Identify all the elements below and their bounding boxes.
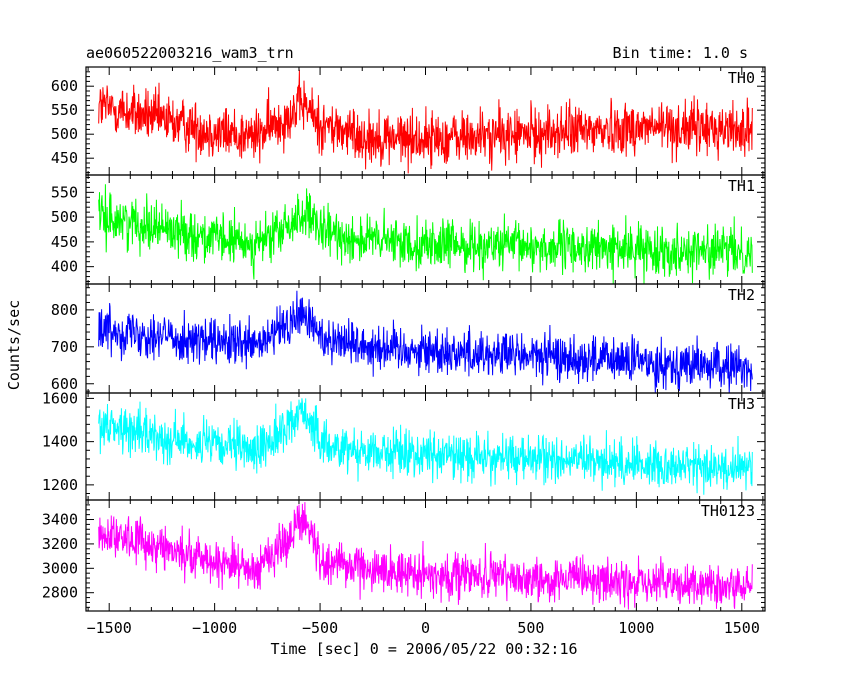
series-line-th2 [98,290,753,393]
x-tick-label: 0 [421,619,430,637]
panel-th0123: 2800 3000 3200 3400 TH0123 [42,499,766,612]
y-tick-label: 550 [51,101,78,119]
panel-th1: 400 450 500 550 TH1 [51,174,766,285]
y-tick-label: 1400 [42,433,78,451]
y-tick-label: 1200 [42,476,78,494]
x-tick-label: −500 [302,619,338,637]
panel-th0: 450 500 550 600 TH0 [51,66,766,176]
y-tick-label: 400 [51,258,78,276]
series-label-th2: TH2 [728,286,755,304]
panel-th2: 600 700 800 TH2 [51,283,766,394]
y-tick-label: 500 [51,208,78,226]
y-tick-label: 3400 [42,511,78,529]
series-line-th3 [98,398,753,495]
series-line-th1 [98,184,753,284]
y-tick-label: 550 [51,183,78,201]
series-label-th1: TH1 [728,177,755,195]
y-tick-label: 1600 [42,389,78,407]
y-tick-label: 2800 [42,584,78,602]
chart-subtitle: Bin time: 1.0 s [613,44,748,62]
chart-title: ae060522003216_wam3_trn [86,44,294,62]
y-tick-label: 3000 [42,559,78,577]
y-tick-label: 500 [51,125,78,143]
series-label-th0: TH0 [728,69,755,87]
y-tick-label: 600 [51,375,78,393]
series-line-th0 [98,69,753,174]
series-label-th0123: TH0123 [701,502,755,520]
y-tick-label: 700 [51,338,78,356]
x-axis-label: Time [sec] 0 = 2006/05/22 00:32:16 [270,640,577,658]
y-tick-label: 450 [51,233,78,251]
x-tick-label: −1500 [87,619,132,637]
panels: 450 500 550 600 TH0 400 450 500 550 TH1 600 700 800 T… [42,66,766,637]
panel-th3: 1200 1400 1600 TH3 [42,389,766,501]
y-tick-label: 3200 [42,535,78,553]
y-axis-label: Counts/sec [5,300,23,390]
x-tick-label: 1000 [618,619,654,637]
series-line-th0123 [98,502,753,610]
series-label-th3: TH3 [728,395,755,413]
x-tick-label: −1000 [192,619,237,637]
y-tick-label: 800 [51,301,78,319]
x-tick-label: 500 [517,619,544,637]
y-tick-label: 600 [51,77,78,95]
x-tick-label: 1500 [724,619,760,637]
y-tick-label: 450 [51,149,78,167]
